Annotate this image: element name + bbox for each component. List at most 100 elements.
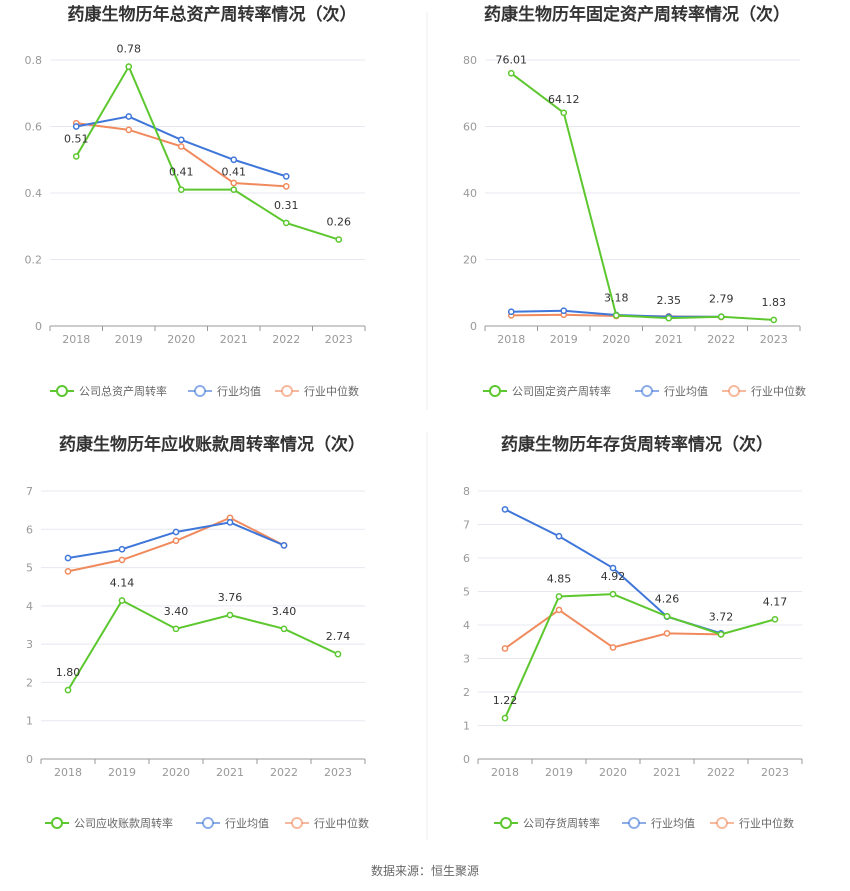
legend-swatch-marker-company [51, 817, 63, 829]
data-point-company [507, 69, 515, 77]
data-label: 64.12 [548, 93, 580, 106]
x-tick-label: 2022 [272, 333, 300, 346]
y-tick-label: 6 [26, 523, 33, 536]
data-point-company [226, 611, 234, 619]
data-label: 4.14 [110, 576, 135, 589]
x-tick-label: 2020 [599, 766, 627, 779]
data-point-company [335, 236, 343, 243]
y-tick-label: 7 [463, 519, 470, 532]
x-tick-label: 2023 [324, 766, 352, 779]
x-tick-label: 2020 [162, 766, 190, 779]
chart-title: 药康生物历年应收账款周转率情况（次） [59, 434, 365, 455]
y-tick-label: 0.4 [25, 187, 43, 200]
data-label: 3.40 [272, 605, 297, 618]
legend-swatch-marker-median [716, 817, 728, 829]
data-point-median [282, 183, 290, 190]
x-tick-label: 2018 [491, 766, 519, 779]
data-point-company [555, 593, 563, 600]
legend-label-company: 公司总资产周转率 [79, 384, 167, 398]
y-tick-label: 40 [463, 187, 477, 200]
data-point-company [118, 597, 126, 604]
data-point-avg [64, 554, 72, 562]
legend-label-avg: 行业均值 [651, 817, 695, 830]
x-tick-label: 2022 [707, 766, 735, 779]
data-label: 0.78 [117, 43, 142, 56]
series-line-median [67, 516, 285, 573]
data-point-avg [609, 564, 617, 572]
x-tick-label: 2021 [220, 333, 248, 346]
legend-swatch-marker-avg [628, 817, 640, 829]
data-point-avg [172, 528, 180, 536]
data-point-median [663, 630, 671, 637]
data-label: 1.80 [56, 666, 81, 679]
y-tick-label: 0 [470, 320, 477, 333]
data-point-avg [507, 308, 515, 316]
data-point-avg [125, 113, 133, 120]
data-label: 2.74 [326, 630, 351, 643]
chart-title: 药康生物历年总资产周转率情况（次） [68, 4, 357, 25]
y-tick-label: 0 [26, 753, 33, 766]
legend-label-median: 行业中位数 [751, 384, 806, 398]
data-point-company [72, 153, 80, 160]
data-point-company [125, 63, 133, 71]
data-label: 0.31 [274, 199, 299, 212]
data-point-avg [226, 519, 234, 526]
data-point-company [334, 650, 342, 658]
data-point-company [717, 313, 725, 321]
data-label: 0.51 [64, 132, 89, 145]
data-point-avg [177, 136, 185, 144]
data-point-avg [72, 123, 80, 130]
legend-swatch-marker-median [291, 817, 303, 829]
y-tick-label: 60 [463, 121, 477, 134]
data-label: 4.17 [763, 595, 788, 608]
data-point-company [172, 625, 180, 633]
data-point-avg [560, 307, 568, 315]
data-label: 3.76 [218, 591, 243, 604]
series-line-median [504, 608, 722, 650]
x-tick-label: 2019 [550, 333, 578, 346]
data-point-company [280, 625, 288, 633]
data-point-median [177, 143, 185, 150]
data-point-company [612, 312, 620, 319]
legend-swatch-marker-company [500, 817, 512, 829]
x-tick-label: 2018 [497, 333, 525, 346]
y-tick-label: 7 [26, 485, 33, 498]
data-point-company [501, 714, 509, 722]
x-tick-label: 2021 [216, 766, 244, 779]
data-point-company [770, 316, 778, 324]
legend-swatch-marker-median [728, 385, 740, 397]
data-label: 1.83 [762, 296, 787, 309]
legend-swatch-marker-avg [202, 817, 214, 829]
x-tick-label: 2022 [270, 766, 298, 779]
data-point-median [125, 126, 133, 134]
legend-label-company: 公司存货周转率 [523, 816, 600, 830]
x-tick-label: 2019 [115, 333, 143, 346]
y-tick-label: 8 [463, 485, 470, 498]
x-tick-label: 2020 [167, 333, 195, 346]
chart-title: 药康生物历年存货周转率情况（次） [501, 434, 773, 455]
data-point-avg [118, 545, 126, 553]
x-tick-label: 2023 [761, 766, 789, 779]
data-point-avg [501, 506, 509, 513]
series-line-company [504, 593, 776, 719]
legend-label-avg: 行业均值 [664, 385, 708, 398]
x-tick-label: 2023 [760, 333, 788, 346]
series-line-company [75, 64, 340, 241]
data-point-company [560, 109, 568, 117]
data-point-company [663, 612, 671, 620]
y-tick-label: 0 [35, 320, 42, 333]
y-tick-label: 0.2 [25, 254, 43, 267]
series-line-company [67, 599, 339, 691]
data-point-company [230, 186, 238, 194]
data-point-company [177, 186, 185, 194]
legend-label-median: 行业中位数 [739, 816, 794, 830]
data-label: 76.01 [496, 53, 528, 66]
chart-title: 药康生物历年固定资产周转率情况（次） [484, 4, 790, 25]
y-tick-label: 4 [463, 619, 470, 632]
data-point-median [118, 556, 126, 564]
data-point-avg [230, 156, 238, 164]
data-label: 4.85 [547, 573, 572, 586]
data-point-median [64, 568, 72, 575]
y-tick-label: 80 [463, 54, 477, 67]
